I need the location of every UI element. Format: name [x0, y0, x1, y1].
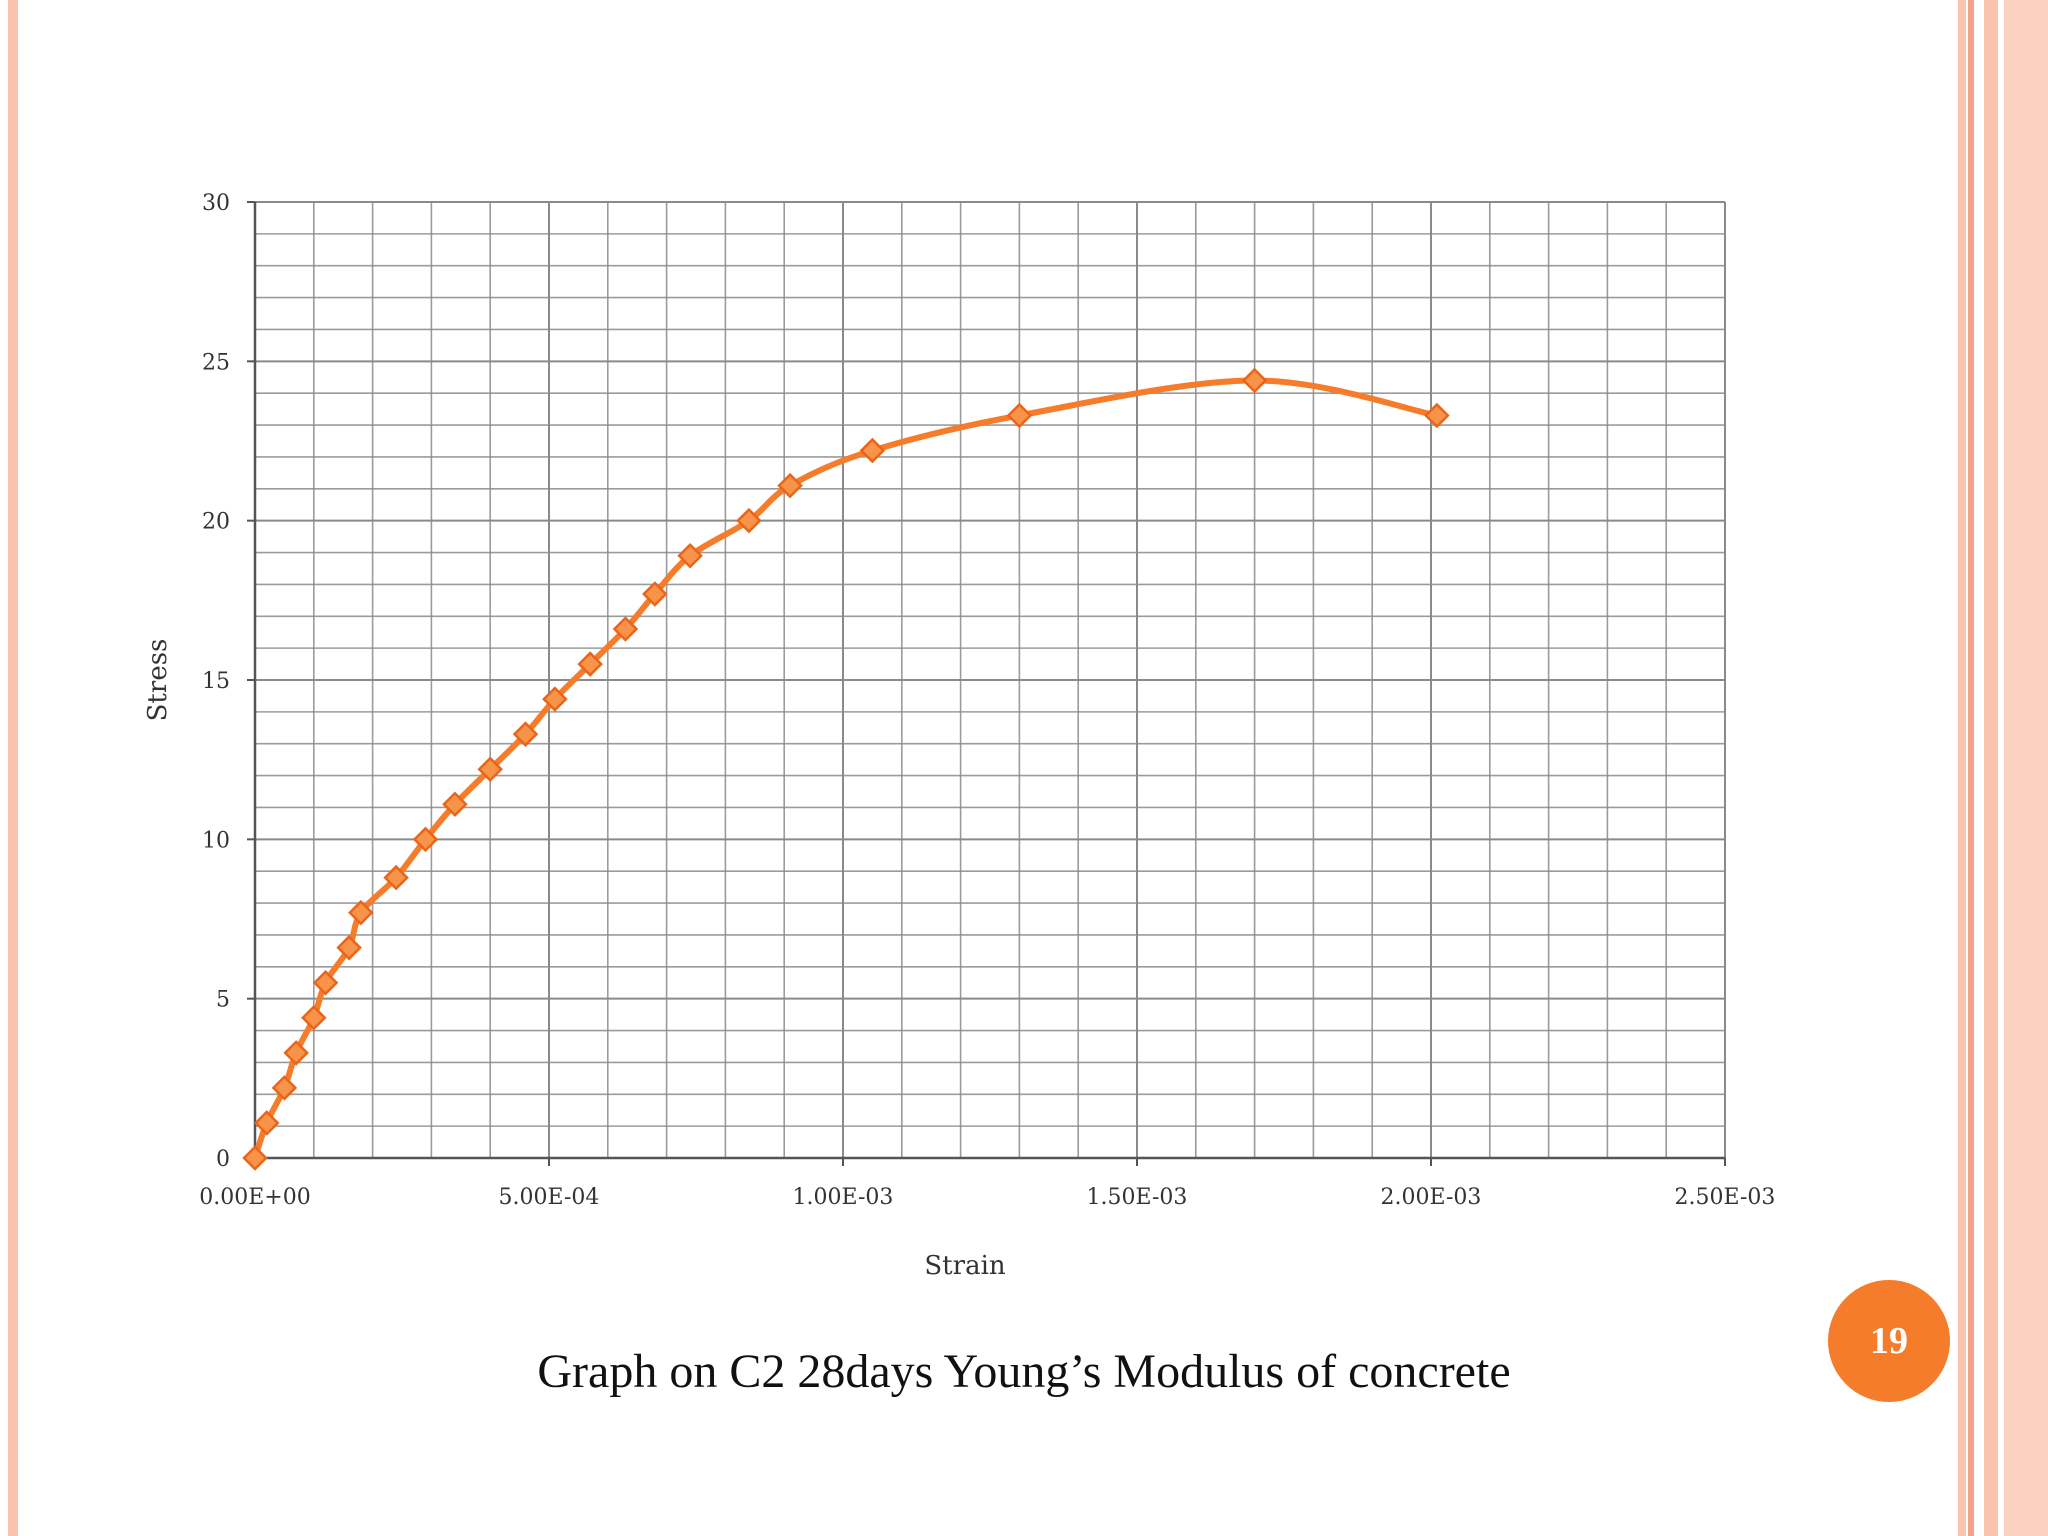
page-number-badge: 19: [1828, 1280, 1950, 1402]
data-point: [244, 1147, 266, 1169]
x-tick-label: 1.50E-03: [1087, 1185, 1188, 1210]
y-tick-label: 10: [202, 828, 230, 853]
data-point: [303, 1007, 325, 1029]
data-point: [1008, 405, 1030, 427]
data-point: [285, 1042, 307, 1064]
data-point: [256, 1112, 278, 1134]
x-tick-label: 0.00E+00: [199, 1185, 310, 1210]
slide-caption: Graph on C2 28days Young’s Modulus of co…: [0, 1344, 2048, 1399]
x-tick-label: 2.00E-03: [1381, 1185, 1482, 1210]
y-tick-label: 25: [202, 350, 230, 375]
series-line-stress: [255, 380, 1437, 1158]
data-point: [1426, 405, 1448, 427]
data-point: [1244, 369, 1266, 391]
x-axis-title: Strain: [924, 1251, 1006, 1281]
y-tick-label: 30: [202, 191, 230, 216]
x-tick-label: 5.00E-04: [499, 1185, 600, 1210]
y-tick-label: 20: [202, 510, 230, 535]
y-tick-label: 15: [202, 669, 230, 694]
y-axis-title: Stress: [143, 639, 173, 722]
chart-tick-labels: 0.00E+00 5.00E-04 1.00E-03 1.50E-03 2.00E-03…: [199, 191, 1775, 1210]
y-tick-label: 5: [216, 988, 230, 1013]
x-tick-label: 1.00E-03: [793, 1185, 894, 1210]
chart-axes: [247, 202, 1725, 1166]
y-tick-label: 0: [216, 1147, 230, 1172]
data-point: [273, 1077, 295, 1099]
x-tick-label: 2.50E-03: [1675, 1185, 1776, 1210]
chart-grid: [255, 202, 1725, 1158]
data-point: [861, 440, 883, 462]
